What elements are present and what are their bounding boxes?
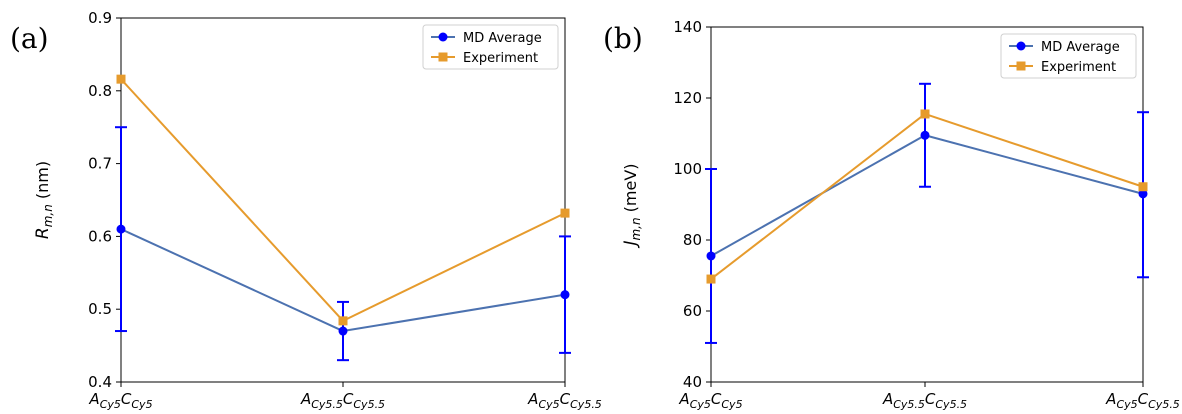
legend-box (1000, 33, 1137, 79)
y-axis-label: Rm,n (nm) (33, 161, 55, 239)
x-tick-label: ACy5CCy5 (678, 390, 742, 410)
y-tick-label: 0.5 (88, 300, 112, 318)
x-tick-label: ACy5CCy5.5 (527, 390, 602, 410)
y-tick-label: 0.9 (88, 9, 112, 27)
y-tick-label: 0.7 (88, 155, 112, 173)
x-tick-label: ACy5CCy5 (88, 390, 152, 410)
legend-marker (438, 32, 448, 42)
panel-label: (a) (10, 22, 49, 55)
data-point (116, 224, 126, 234)
legend-entry: MD Average (431, 31, 542, 46)
y-tick-label: 80 (683, 231, 702, 249)
series-line-segment (120, 78, 344, 322)
y-tick-label: 0.6 (88, 227, 112, 245)
legend-entry: Experiment (431, 51, 538, 66)
legend-label: MD Average (463, 31, 542, 46)
panel-b: (b) 40 60 80 100 120 140 Jm,n (meV) ACy5CCy5 ACy5… (603, 18, 1180, 411)
legend-label: Experiment (1041, 60, 1116, 75)
data-point (338, 316, 348, 326)
data-point (920, 130, 930, 140)
series-experiment (706, 109, 1148, 284)
data-point (920, 109, 930, 119)
series-md-average (115, 126, 571, 362)
data-point (560, 208, 570, 218)
panel-a: (a) 0.4 0.5 0.6 0.7 0.8 0.9 Rm,n (nm) ACy5CCy5 AC… (10, 9, 602, 411)
data-point (560, 290, 570, 300)
data-point (706, 251, 716, 261)
legend-entry: MD Average (1009, 40, 1120, 55)
y-tick-label: 0.8 (88, 82, 112, 100)
panel-label: (b) (603, 22, 643, 55)
series-line-segment (710, 113, 926, 280)
legend-marker (1016, 61, 1026, 71)
legend-entry: Experiment (1009, 60, 1116, 75)
legend-box (422, 24, 559, 70)
y-tick-label: 120 (673, 89, 702, 107)
y-tick-label: 100 (673, 160, 702, 178)
x-tick-label: ACy5CCy5.5 (1105, 390, 1180, 410)
y-axis-label: Jm,n (meV) (621, 163, 643, 248)
y-tick-label: 0.4 (88, 373, 112, 391)
legend-label: Experiment (463, 51, 538, 66)
series-line-segment (924, 134, 1144, 195)
data-point (1138, 182, 1148, 192)
data-point (706, 274, 716, 284)
legend: MD Average Experiment (422, 24, 559, 70)
series-md-average (705, 82, 1149, 344)
legend: MD Average Experiment (1000, 33, 1137, 79)
y-tick-label: 140 (673, 18, 702, 36)
legend-marker (1016, 41, 1026, 51)
series-line-segment (342, 293, 566, 333)
data-point (116, 74, 126, 84)
y-tick-label: 40 (683, 373, 702, 391)
series-line-segment (120, 228, 344, 332)
y-tick-label: 60 (683, 302, 702, 320)
data-point (338, 326, 348, 336)
series-line-segment (342, 212, 566, 322)
plot-frame (710, 26, 1144, 383)
x-tick-label: ACy5.5CCy5.5 (300, 390, 385, 410)
x-tick-label: ACy5.5CCy5.5 (882, 390, 967, 410)
data-point (1138, 189, 1148, 199)
legend-marker (438, 52, 448, 62)
series-line-segment (924, 113, 1144, 188)
legend-label: MD Average (1041, 40, 1120, 55)
series-experiment (116, 74, 570, 326)
